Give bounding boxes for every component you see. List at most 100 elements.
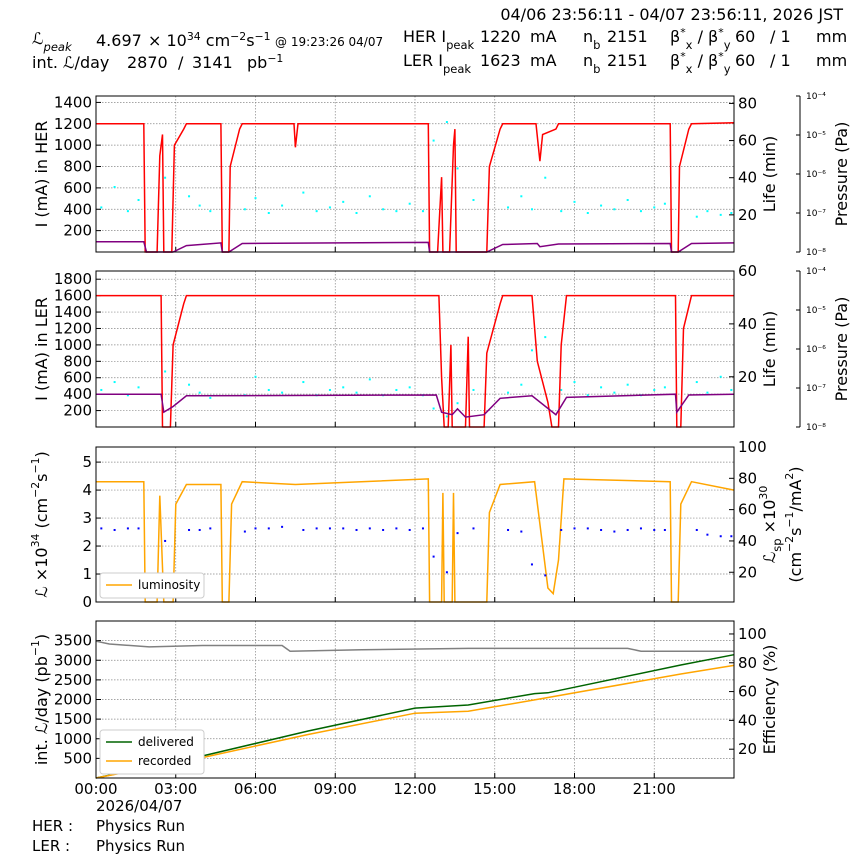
scatter-point: [209, 527, 212, 530]
scatter-point: [560, 528, 563, 531]
scatter-point: [267, 527, 270, 530]
scatter-point: [530, 563, 533, 566]
x-date-label: 2026/04/07: [96, 797, 182, 815]
ring-param: 60: [735, 27, 755, 46]
y-tick-label: 1200: [54, 319, 92, 337]
text-part: −1: [783, 512, 796, 528]
text-part: y: [724, 38, 731, 52]
scatter-point: [586, 212, 589, 214]
scatter-point: [342, 386, 345, 389]
scatter-point: [432, 139, 435, 142]
scatter-point: [328, 206, 331, 209]
header-text: 4.697: [96, 31, 142, 50]
y-tick-label: 1000: [54, 136, 92, 154]
scatter-point: [408, 202, 411, 205]
scatter-point: [126, 210, 129, 213]
scatter-point: [395, 388, 398, 391]
ring-param: 2151: [607, 27, 648, 46]
header-text: int. ℒ/day: [32, 53, 109, 72]
text-part: s: [786, 528, 805, 536]
text-part: / β: [692, 27, 718, 46]
text-part: Physics Run: [96, 817, 185, 835]
y2-tick-label: 20: [738, 740, 757, 758]
scatter-point: [137, 199, 140, 201]
scatter-point: [695, 381, 698, 384]
scatter-point: [355, 391, 358, 394]
y-tick-label: 1800: [54, 270, 92, 288]
scatter-point: [137, 386, 140, 389]
y2-tick-label: 40: [738, 711, 757, 729]
y-tick-label: 600: [63, 179, 92, 197]
text-part: ): [32, 451, 51, 457]
ring-param: β*x / β*y: [670, 50, 731, 77]
text-part: y: [724, 62, 731, 76]
scatter-point: [188, 195, 191, 198]
scatter-point: [421, 527, 424, 530]
text-part: β: [670, 51, 680, 70]
y3-axis-title: Pressure (Pa): [832, 122, 851, 227]
y2-tick-label: 80: [738, 469, 757, 487]
text-part: −1: [29, 457, 42, 473]
y2-axis-title: Efficiency (%): [760, 645, 779, 755]
scatter-point: [342, 527, 345, 530]
series-line: [96, 393, 735, 418]
y-tick-label: 1000: [54, 730, 92, 748]
run-status: Physics Run: [96, 817, 185, 835]
scatter-point: [355, 212, 358, 214]
scatter-point: [267, 388, 270, 391]
scatter-point: [281, 204, 284, 207]
scatter-point: [706, 210, 709, 213]
y2-tick-label: 60: [738, 683, 757, 701]
scatter-point: [100, 388, 103, 391]
header-text: 2870: [127, 53, 168, 72]
scatter-point: [209, 210, 212, 213]
text-part: ): [32, 634, 51, 640]
text-part: mm: [816, 27, 847, 46]
y3-tick-label: 10⁻⁶: [806, 170, 826, 180]
scatter-point: [600, 528, 603, 531]
series-line: [95, 653, 735, 779]
text-part: β: [670, 27, 680, 46]
scatter-point: [328, 388, 331, 391]
text-part: 30: [757, 486, 770, 500]
y3-tick-label: 10⁻⁴: [806, 267, 826, 277]
text-part: peak: [43, 40, 73, 54]
y2-tick-label: 20: [738, 563, 757, 581]
scatter-point: [368, 195, 371, 198]
y-tick-label: 1200: [54, 115, 92, 133]
scatter-point: [302, 528, 305, 531]
scatter-point: [328, 527, 331, 530]
scatter-point: [507, 528, 510, 531]
ring-param: HER Ipeak: [403, 27, 475, 52]
run-ring: LER :: [32, 837, 70, 855]
y3-tick-label: 10⁻⁸: [806, 248, 826, 258]
legend-box: [99, 729, 205, 775]
text-part: 2151: [607, 51, 648, 70]
text-part: I (mA) in LER: [32, 297, 51, 401]
y2-tick-label: 40: [738, 315, 757, 333]
header-text: /: [178, 53, 184, 72]
ring-param: / 1: [770, 27, 791, 46]
text-part: / 1: [770, 27, 791, 46]
text-part: (cm: [786, 552, 805, 583]
y-tick-label: 2: [82, 537, 92, 555]
text-part: /mA: [786, 480, 805, 512]
scatter-point: [663, 528, 666, 531]
y-tick-label: 1400: [54, 303, 92, 321]
series-line: [95, 640, 734, 652]
plot-frame: [95, 270, 735, 428]
text-part: −1: [267, 52, 283, 65]
y2-tick-label: 40: [738, 169, 757, 187]
scatter-point: [653, 206, 656, 209]
scatter-point: [254, 197, 257, 200]
scatter-point: [164, 539, 167, 542]
scatter-point: [544, 574, 547, 577]
scatter-point: [137, 527, 140, 530]
text-part: Physics Run: [96, 837, 185, 855]
ring-param: nb: [583, 27, 600, 52]
scatter-point: [368, 378, 371, 381]
y-tick-label: 2500: [54, 671, 92, 689]
text-part: Pressure (Pa): [832, 122, 851, 227]
ring-param: mm: [816, 27, 847, 46]
scatter-point: [382, 528, 385, 531]
